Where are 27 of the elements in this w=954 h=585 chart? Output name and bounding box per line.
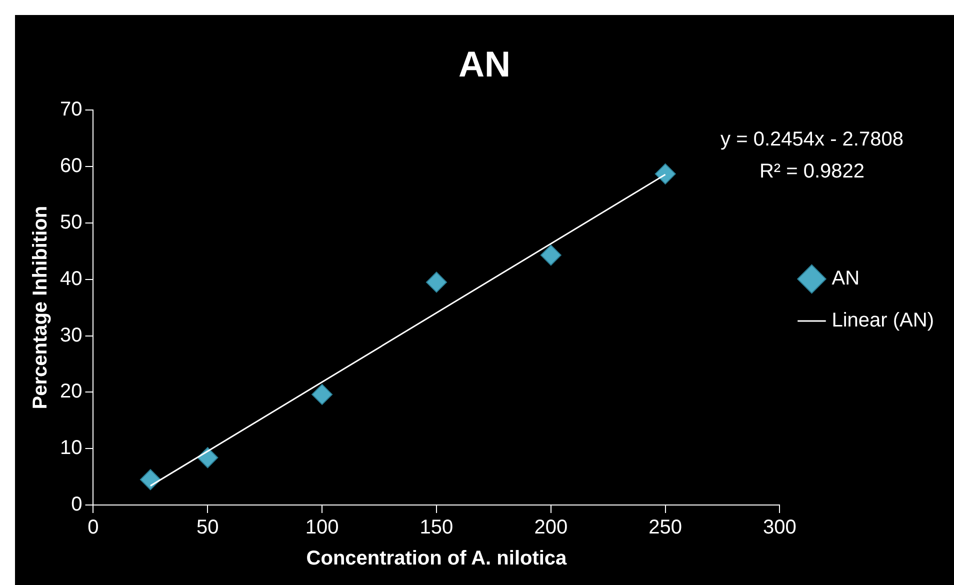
annotation: y = 0.2454x - 2.7808 [720,128,904,151]
x-tick-label: 100 [305,516,339,539]
x-axis-title: Concentration of A. nilotica [306,548,568,570]
y-tick-label: 10 [60,437,82,460]
y-tick-label: 70 [60,98,82,121]
legend-label: Linear (AN) [832,310,934,332]
y-tick-label: 20 [60,380,82,403]
y-tick-label: 40 [60,268,82,290]
chart-title: AN [458,44,510,85]
legend-label: AN [832,268,860,290]
point [540,244,562,266]
x-tick-label: 250 [648,516,682,539]
y-tick-label: 0 [71,494,82,516]
annotation: R² = 0.9822 [759,160,865,183]
x-tick-label: 300 [763,516,796,539]
y-tick-label: 50 [60,212,82,234]
y-axis-title: Percentage Inhibition [30,206,52,410]
point [426,272,447,293]
point [312,384,333,405]
point [654,163,676,184]
point [140,469,161,490]
x-tick-label: 150 [420,516,454,539]
y-tick-label: 30 [60,324,82,346]
x-tick-label: 0 [88,516,99,539]
y-tick-label: 60 [60,155,82,178]
x-tick-label: 200 [534,516,568,539]
x-tick-label: 50 [196,516,219,539]
